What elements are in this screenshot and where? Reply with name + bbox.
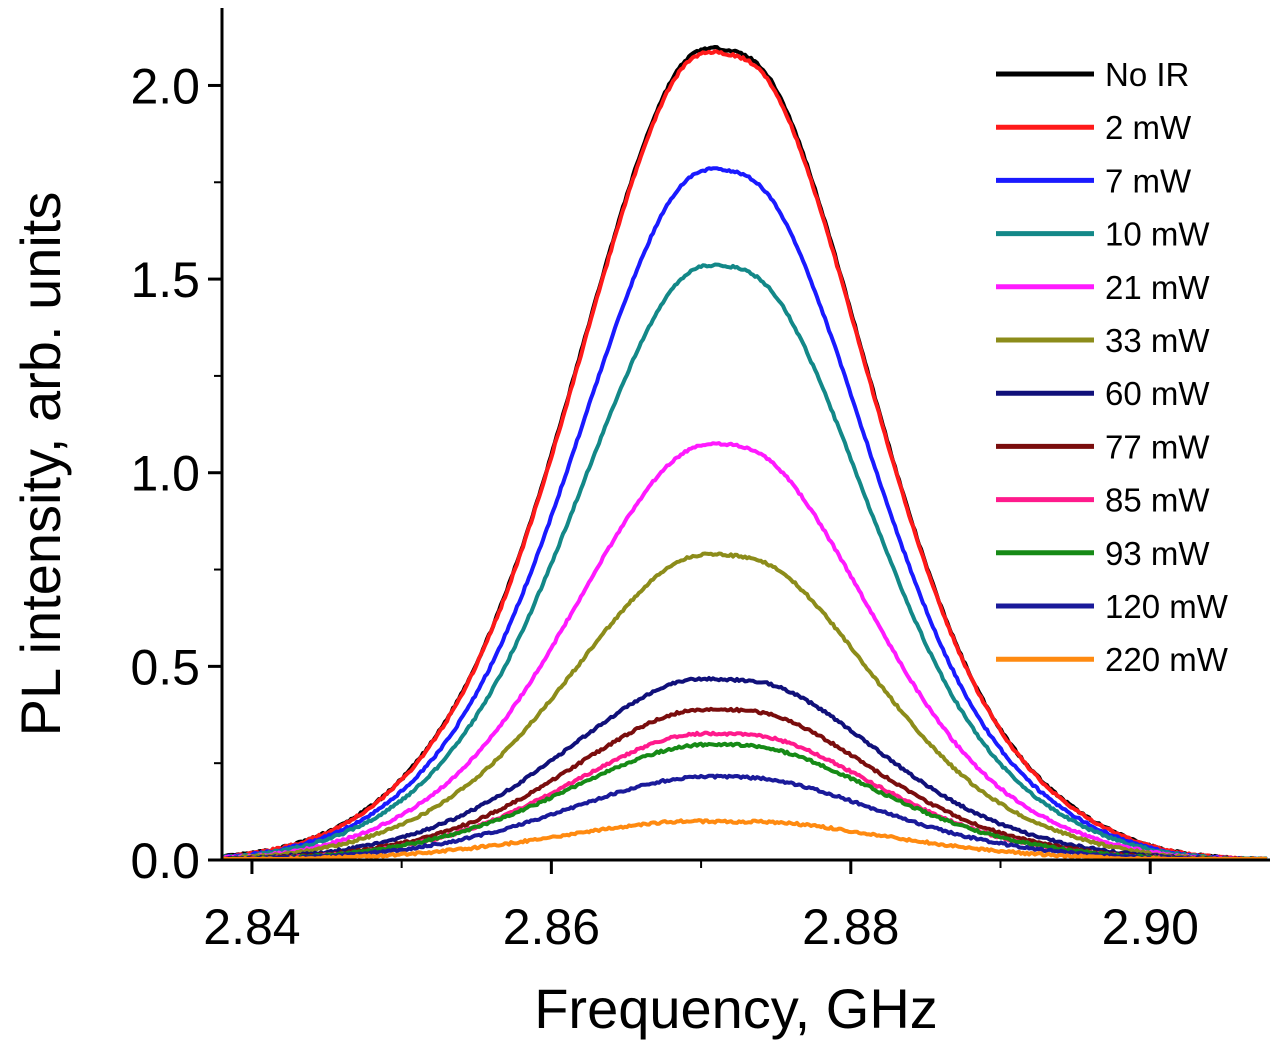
legend-label: 220 mW: [1105, 641, 1229, 678]
series-line-2-mw: [221, 49, 1268, 861]
series-line-10-mw: [221, 262, 1268, 861]
series-line-21-mw: [221, 441, 1267, 861]
legend-label: 2 mW: [1105, 109, 1192, 146]
legend-label: 21 mW: [1105, 269, 1210, 306]
series-line-33-mw: [222, 551, 1267, 861]
series-line-85-mw: [222, 730, 1267, 861]
legend-label: 93 mW: [1105, 535, 1210, 572]
y-tick-label: 2.0: [130, 58, 200, 114]
y-tick-label: 0.5: [130, 639, 200, 695]
x-tick-label: 2.90: [1102, 899, 1199, 955]
x-axis-title: Frequency, GHz: [534, 977, 938, 1040]
y-axis-title: PL intensity, arb. units: [9, 192, 72, 737]
legend-label: 7 mW: [1105, 162, 1192, 199]
legend-label: No IR: [1105, 56, 1189, 93]
y-tick-label: 1.5: [130, 252, 200, 308]
legend: No IR 2 mW 7 mW 10 mW 21 mW 33 mW 60 mW 77 mW 85…: [996, 56, 1229, 678]
legend-label: 85 mW: [1105, 482, 1210, 519]
series-line-60-mw: [223, 676, 1268, 861]
legend-label: 77 mW: [1105, 428, 1210, 465]
x-tick-label: 2.84: [203, 899, 300, 955]
plot-lines: [221, 45, 1268, 861]
legend-label: 10 mW: [1105, 216, 1210, 253]
axes: 2.84 2.86 2.88 2.90 0.0 0.5 1.0 1.5 2.0 Frequency…: [9, 8, 1270, 1040]
y-tick-label: 1.0: [130, 446, 200, 502]
x-tick-label: 2.88: [802, 899, 899, 955]
x-tick-label: 2.86: [503, 899, 600, 955]
legend-label: 60 mW: [1105, 375, 1210, 412]
legend-label: 33 mW: [1105, 322, 1210, 359]
series-line-7-mw: [222, 166, 1268, 861]
series-line-220-mw: [223, 818, 1267, 861]
y-tick-label: 0.0: [130, 833, 200, 889]
legend-label: 120 mW: [1105, 588, 1229, 625]
